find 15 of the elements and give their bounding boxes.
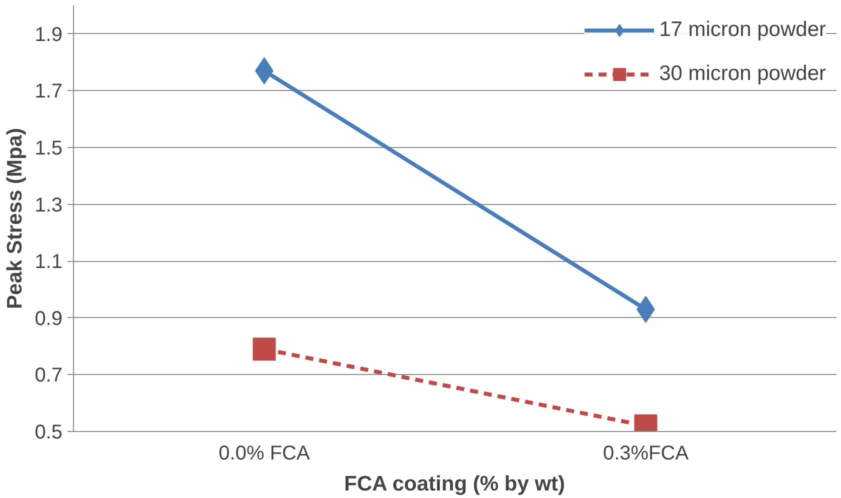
x-axis-title: FCA coating (% by wt) bbox=[344, 472, 566, 496]
legend-label: 30 micron powder bbox=[659, 62, 826, 86]
y-tick-label: 1.5 bbox=[34, 138, 63, 160]
y-tick-label: 0.7 bbox=[34, 364, 63, 387]
y-axis-title: Peak Stress (Mpa) bbox=[4, 128, 27, 309]
y-tick-label: 0.5 bbox=[34, 422, 63, 444]
x-tick-label: 0.0% FCA bbox=[218, 442, 310, 464]
x-tick-label: 0.3%FCA bbox=[602, 442, 690, 464]
y-tick-label: 1.3 bbox=[34, 194, 63, 216]
y-tick-label: 1.7 bbox=[34, 80, 63, 103]
legend-label: 17 micron powder bbox=[659, 18, 826, 42]
point bbox=[252, 338, 276, 361]
y-tick-label: 1.9 bbox=[34, 24, 63, 46]
y-tick-label: 0.9 bbox=[34, 308, 63, 330]
y-tick-label: 1.1 bbox=[34, 251, 63, 274]
